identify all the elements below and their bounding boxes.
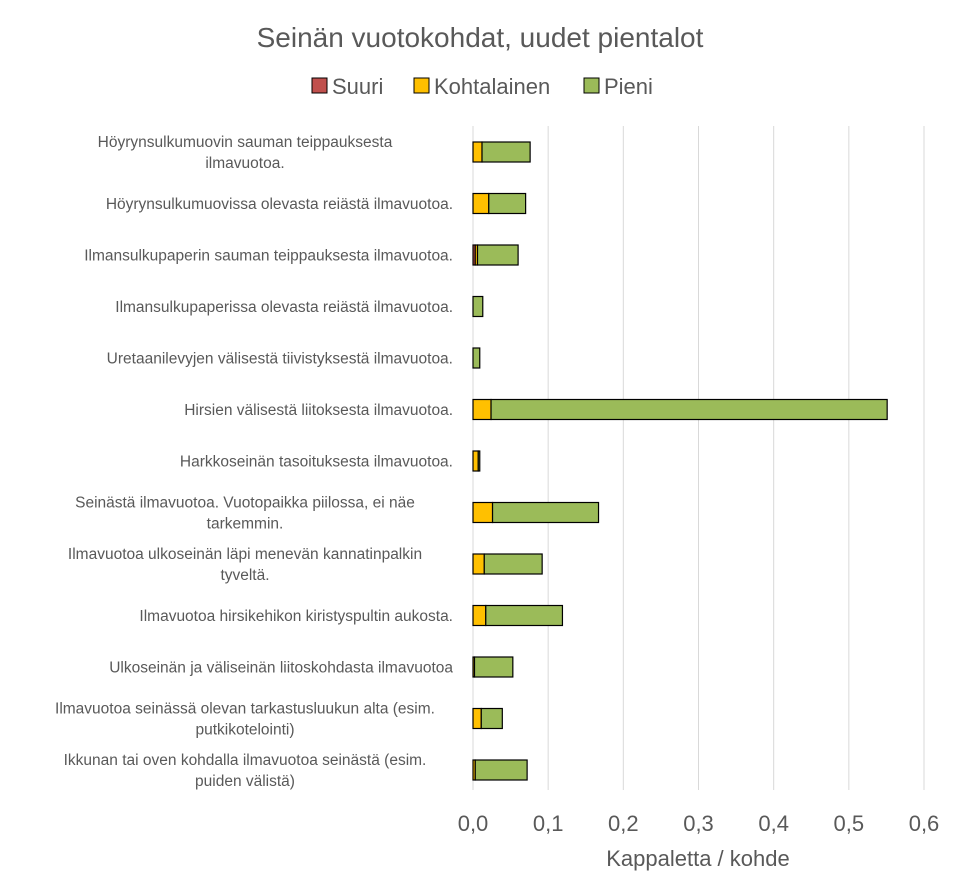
bar-segment-kohtalainen [472, 192, 490, 215]
category-label: Seinästä ilmavuotoa. Vuotopaikka piiloss… [75, 495, 415, 512]
x-tick-label: 0,1 [533, 811, 564, 836]
legend-label: Pieni [604, 74, 653, 99]
bar-segment-pieni [481, 141, 531, 163]
legend-label: Suuri [332, 74, 383, 99]
bar-segment-kohtalainen [472, 501, 494, 524]
category-label: Harkkoseinän tasoituksesta ilmavuotoa. [180, 454, 453, 471]
bar-segment-pieni [485, 604, 564, 627]
x-tick-label: 0,0 [458, 811, 489, 836]
category-label: Uretaanilevyjen välisestä tiivistyksestä… [107, 351, 453, 368]
x-tick-label: 0,3 [683, 811, 714, 836]
x-tick-label: 0,2 [608, 811, 639, 836]
bar-segment-kohtalainen [472, 141, 483, 163]
gridlines [472, 126, 925, 790]
bar-segment-kohtalainen [472, 604, 487, 627]
category-label: Ilmavuotoa hirsikehikon kiristyspultin a… [139, 608, 453, 625]
bar-segment-kohtalainen [472, 398, 492, 421]
legend-label: Kohtalainen [434, 74, 550, 99]
x-tick-labels: 0,0 0,1 0,2 0,3 0,4 0,5 0,6 [458, 811, 940, 836]
category-label: Höyrynsulkumuovin sauman teippauksesta [98, 134, 393, 151]
category-label: putkikotelointi) [195, 722, 294, 739]
bar-segment-pieni [474, 759, 528, 781]
bar-segment-kohtalainen [472, 707, 482, 730]
bar-segment-pieni [477, 450, 481, 472]
legend-swatch [413, 77, 430, 94]
category-label: Ikkunan tai oven kohdalla ilmavuotoa sei… [64, 752, 427, 769]
bar-segment-pieni [490, 398, 888, 421]
bar-segment-pieni [472, 347, 481, 369]
category-label: Ilmavuotoa ulkoseinän läpi menevän kanna… [68, 546, 422, 563]
bar-segment-pieni [473, 656, 514, 678]
bar-segment-kohtalainen [472, 553, 485, 575]
category-label: puiden välistä) [195, 773, 295, 790]
x-axis-title: Kappaletta / kohde [606, 846, 789, 871]
category-label: Ilmansulkupaperin sauman teippauksesta i… [84, 248, 453, 265]
x-tick-label: 0,5 [834, 811, 865, 836]
category-label: tarkemmin. [207, 516, 284, 533]
chart-title: Seinän vuotokohdat, uudet pientalot [257, 22, 704, 53]
category-label: Hirsien välisestä liitoksesta ilmavuotoa… [184, 402, 453, 419]
x-tick-label: 0,4 [758, 811, 789, 836]
category-label: Ilmavuotoa seinässä olevan tarkastusluuk… [55, 701, 435, 718]
bar-segment-pieni [483, 553, 543, 575]
bar-segment-pieni [488, 192, 527, 215]
legend: Suuri Kohtalainen Pieni [311, 74, 653, 99]
category-label: Ilmansulkupaperissa olevasta reiästä ilm… [115, 299, 453, 316]
category-label: Höyrynsulkumuovissa olevasta reiästä ilm… [106, 196, 453, 213]
bar-segment-pieni [491, 501, 600, 524]
bar-segment-kohtalainen [472, 450, 479, 472]
x-tick-label: 0,6 [909, 811, 940, 836]
category-label: ilmavuotoa. [205, 155, 284, 172]
category-label: Ulkoseinän ja väliseinän liitoskohdasta … [109, 660, 453, 677]
category-label: tyveltä. [220, 567, 269, 584]
category-labels: Höyrynsulkumuovin sauman teippauksesta il… [55, 134, 453, 790]
bars [472, 141, 888, 781]
bar-segment-pieni [476, 244, 519, 266]
bar-segment-pieni [480, 707, 503, 730]
legend-swatch [311, 77, 328, 94]
bar-segment-pieni [472, 295, 484, 318]
legend-swatch [583, 77, 600, 94]
